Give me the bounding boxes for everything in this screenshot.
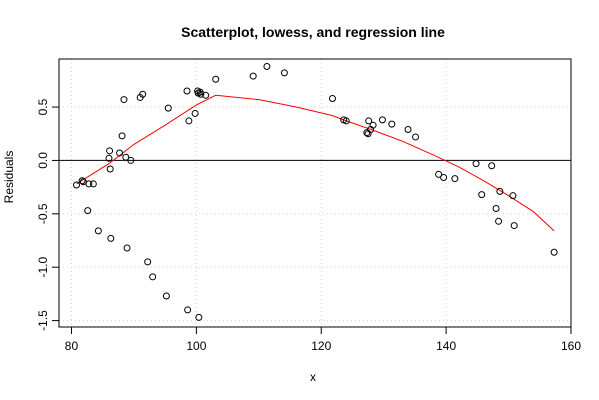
data-point bbox=[550, 248, 558, 256]
data-point bbox=[106, 165, 114, 173]
data-point bbox=[496, 187, 504, 195]
data-point bbox=[195, 313, 203, 321]
data-point bbox=[139, 90, 147, 98]
data-point bbox=[404, 125, 412, 133]
data-point bbox=[478, 191, 486, 199]
data-point bbox=[184, 306, 192, 314]
y-tick-label: 0.0 bbox=[36, 152, 50, 169]
data-point bbox=[212, 75, 220, 83]
data-point bbox=[144, 258, 152, 266]
data-point bbox=[183, 87, 191, 95]
data-point bbox=[342, 117, 350, 125]
data-point bbox=[328, 95, 336, 103]
data-point bbox=[106, 147, 114, 155]
data-point bbox=[197, 90, 205, 98]
data-point bbox=[388, 120, 396, 128]
y-tick-label: -0.5 bbox=[36, 203, 50, 224]
data-points bbox=[72, 62, 558, 321]
data-point bbox=[378, 116, 386, 124]
data-point bbox=[280, 69, 288, 77]
data-point bbox=[202, 91, 210, 99]
lowess-line bbox=[76, 94, 555, 232]
grid-lines bbox=[59, 59, 572, 327]
data-point bbox=[122, 153, 130, 161]
x-axis-label: x bbox=[310, 370, 316, 384]
data-point bbox=[118, 132, 126, 140]
data-point bbox=[116, 149, 124, 157]
data-point bbox=[72, 181, 80, 189]
data-point bbox=[510, 222, 518, 230]
data-point bbox=[164, 104, 172, 112]
data-point bbox=[495, 217, 503, 225]
y-axis: -1.5 -1.0 -0.5 0.0 0.5 bbox=[36, 98, 60, 331]
data-point bbox=[78, 177, 86, 185]
x-tick-label: 160 bbox=[561, 339, 581, 353]
data-point bbox=[488, 162, 496, 170]
plot-frame bbox=[58, 58, 572, 328]
data-point bbox=[94, 227, 102, 235]
data-point bbox=[365, 117, 373, 125]
data-point bbox=[509, 192, 517, 200]
data-point bbox=[191, 109, 199, 117]
data-point bbox=[123, 244, 131, 252]
y-axis-label: Residuals bbox=[2, 151, 16, 204]
x-tick-label: 120 bbox=[311, 339, 331, 353]
y-tick-label: -1.5 bbox=[36, 310, 50, 331]
data-point bbox=[451, 175, 459, 183]
data-point bbox=[412, 133, 420, 141]
x-tick-label: 140 bbox=[436, 339, 456, 353]
data-point bbox=[492, 204, 500, 212]
data-point bbox=[84, 207, 92, 215]
data-point bbox=[162, 292, 170, 300]
data-point bbox=[149, 273, 157, 281]
chart-title: Scatterplot, lowess, and regression line bbox=[181, 24, 445, 40]
x-tick-label: 100 bbox=[186, 339, 206, 353]
data-point bbox=[263, 62, 271, 70]
x-tick-label: 80 bbox=[65, 339, 79, 353]
data-point bbox=[107, 234, 115, 242]
data-point bbox=[440, 174, 448, 182]
data-point bbox=[105, 154, 113, 162]
data-point bbox=[249, 72, 257, 80]
x-axis: 80 100 120 140 160 bbox=[65, 326, 581, 353]
y-tick-label: 0.5 bbox=[36, 98, 50, 115]
data-point bbox=[369, 121, 377, 129]
data-point bbox=[85, 180, 93, 188]
data-point bbox=[185, 117, 193, 125]
y-tick-label: -1.0 bbox=[36, 257, 50, 278]
data-point bbox=[435, 170, 443, 178]
data-point bbox=[89, 180, 97, 188]
data-point bbox=[127, 156, 135, 164]
data-point bbox=[120, 96, 128, 104]
data-point bbox=[472, 160, 480, 168]
